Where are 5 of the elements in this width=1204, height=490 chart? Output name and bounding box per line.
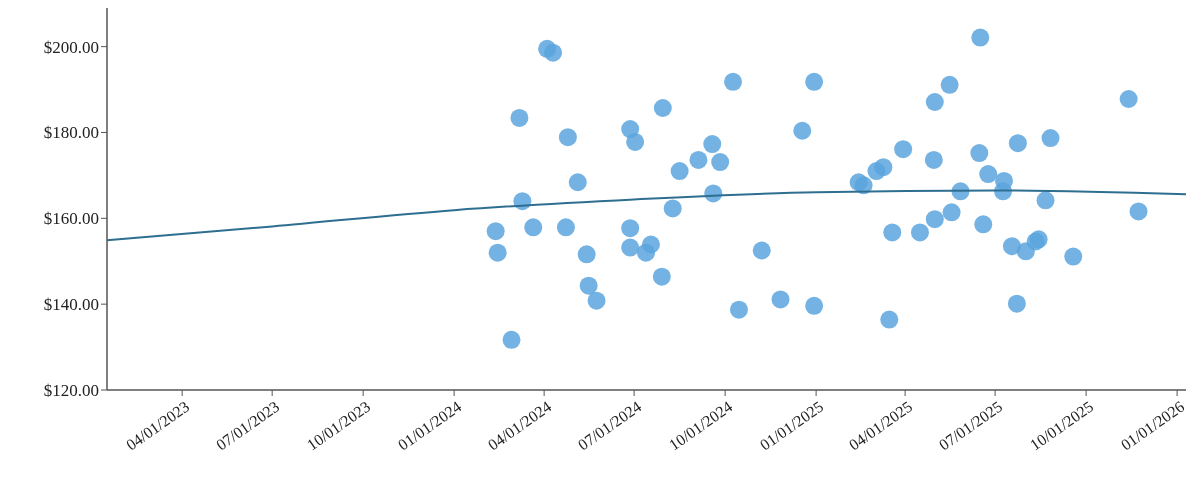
y-tick-label: $200.00 — [43, 37, 99, 57]
y-tick-label: $180.00 — [43, 123, 99, 143]
y-tick-label: $120.00 — [43, 380, 99, 400]
y-tick-label: $160.00 — [43, 209, 99, 229]
y-tick-label: $140.00 — [43, 295, 99, 315]
